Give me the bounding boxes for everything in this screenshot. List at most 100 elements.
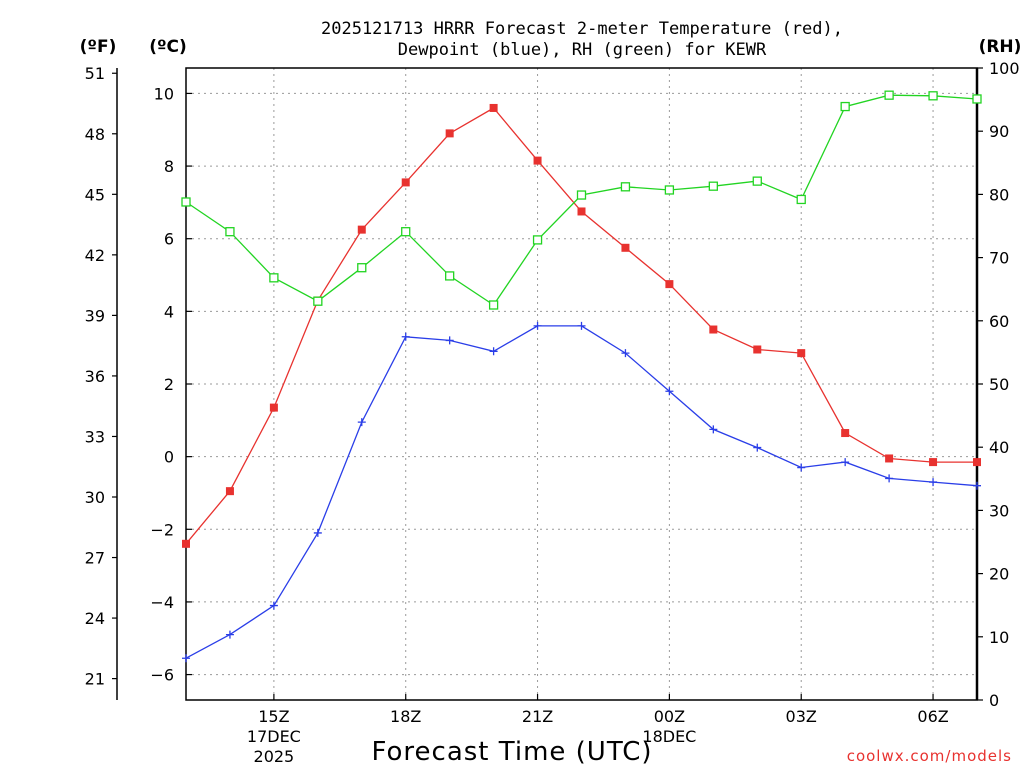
data-point <box>796 194 806 205</box>
data-point <box>445 271 455 281</box>
data-point <box>709 325 718 334</box>
data-point <box>665 280 674 289</box>
chart-title-line1: 2025121713 HRRR Forecast 2-meter Tempera… <box>321 19 843 39</box>
data-point <box>533 321 542 330</box>
data-point <box>884 90 894 100</box>
rh-tick-label: 0 <box>989 691 999 710</box>
data-point <box>753 345 762 354</box>
fahrenheit-tick-label: 45 <box>85 185 105 204</box>
data-point <box>709 425 718 434</box>
data-point <box>445 336 454 345</box>
fahrenheit-tick-label: 33 <box>85 427 105 446</box>
rh-tick-label: 40 <box>989 438 1009 457</box>
celsius-tick-label: 4 <box>164 302 174 321</box>
celsius-tick-label: 2 <box>164 375 174 394</box>
axes <box>112 67 983 701</box>
data-point <box>225 487 234 496</box>
data-point <box>621 349 630 358</box>
x-tick-label: 18Z <box>390 707 421 726</box>
grid-lines <box>186 68 977 700</box>
data-point <box>489 347 498 356</box>
data-point <box>752 176 762 186</box>
x-tick-label: 03Z <box>786 707 817 726</box>
data-point <box>225 630 234 639</box>
data-point <box>928 91 938 101</box>
data-point <box>269 273 279 283</box>
rh-tick-label: 30 <box>989 501 1009 520</box>
data-point <box>313 528 322 537</box>
data-point <box>885 454 894 463</box>
tick-labels: 2124273033363942454851−6−4−2024681001020… <box>85 59 1020 766</box>
data-point <box>973 458 981 467</box>
data-point <box>665 387 674 396</box>
series-dewpoint <box>182 321 981 663</box>
data-point <box>269 403 278 412</box>
data-point <box>401 178 410 187</box>
series-line <box>185 325 978 659</box>
data-point <box>576 190 587 200</box>
fahrenheit-tick-label: 30 <box>85 488 105 507</box>
data-point <box>841 429 850 438</box>
year-label: 2025 <box>254 747 295 766</box>
data-point <box>357 418 366 427</box>
data-point <box>401 332 410 341</box>
data-point <box>533 156 542 165</box>
data-point <box>182 654 190 663</box>
data-point <box>269 601 278 610</box>
data-point <box>840 101 850 112</box>
data-point <box>489 103 498 112</box>
data-series <box>181 90 982 663</box>
fahrenheit-tick-label: 51 <box>85 64 105 83</box>
data-point <box>841 458 850 467</box>
celsius-tick-label: 6 <box>164 230 174 249</box>
data-point <box>401 227 411 237</box>
data-point <box>225 227 235 237</box>
celsius-tick-label: −6 <box>150 666 174 685</box>
data-point <box>445 129 454 138</box>
rh-tick-label: 80 <box>989 185 1009 204</box>
rh-tick-label: 50 <box>989 375 1009 394</box>
data-point <box>577 207 586 216</box>
fahrenheit-tick-label: 24 <box>85 609 105 628</box>
data-point <box>621 243 630 252</box>
fahrenheit-tick-label: 21 <box>85 670 105 689</box>
rh-tick-label: 60 <box>989 312 1009 331</box>
rh-tick-label: 20 <box>989 565 1009 584</box>
chart-title-line2: Dewpoint (blue), RH (green) for KEWR <box>398 40 767 60</box>
data-point <box>972 94 982 104</box>
x-tick-label: 00Z <box>654 707 685 726</box>
x-tick-label: 06Z <box>917 707 948 726</box>
data-point <box>973 481 981 490</box>
celsius-tick-label: 10 <box>154 84 174 103</box>
data-point <box>753 443 762 452</box>
rh-tick-label: 10 <box>989 628 1009 647</box>
data-point <box>313 296 323 306</box>
celsius-tick-label: 0 <box>164 448 174 467</box>
x-tick-label: 15Z <box>258 707 289 726</box>
data-point <box>885 474 894 483</box>
celsius-unit-label: (ºC) <box>149 37 187 57</box>
fahrenheit-unit-label: (ºF) <box>80 37 117 57</box>
celsius-tick-label: −2 <box>150 520 174 539</box>
celsius-tick-label: 8 <box>164 157 174 176</box>
fahrenheit-tick-label: 39 <box>85 306 105 325</box>
rh-tick-label: 70 <box>989 249 1009 268</box>
x-tick-label: 21Z <box>522 707 553 726</box>
data-point <box>357 263 367 273</box>
rh-unit-label: (RH) <box>979 37 1022 57</box>
x-axis-label: Forecast Time (UTC) <box>371 737 652 767</box>
data-point <box>929 478 938 487</box>
data-point <box>577 321 586 330</box>
data-point <box>797 349 806 358</box>
data-point <box>488 300 499 310</box>
fahrenheit-tick-label: 48 <box>85 125 105 144</box>
credit-text: coolwx.com/models <box>847 747 1012 765</box>
data-point <box>357 225 366 234</box>
date-label: 17DEC <box>247 727 301 746</box>
series-line <box>185 94 978 306</box>
data-point <box>182 539 190 548</box>
fahrenheit-tick-label: 36 <box>85 367 105 386</box>
data-point <box>181 197 191 207</box>
series-rh <box>181 90 982 310</box>
